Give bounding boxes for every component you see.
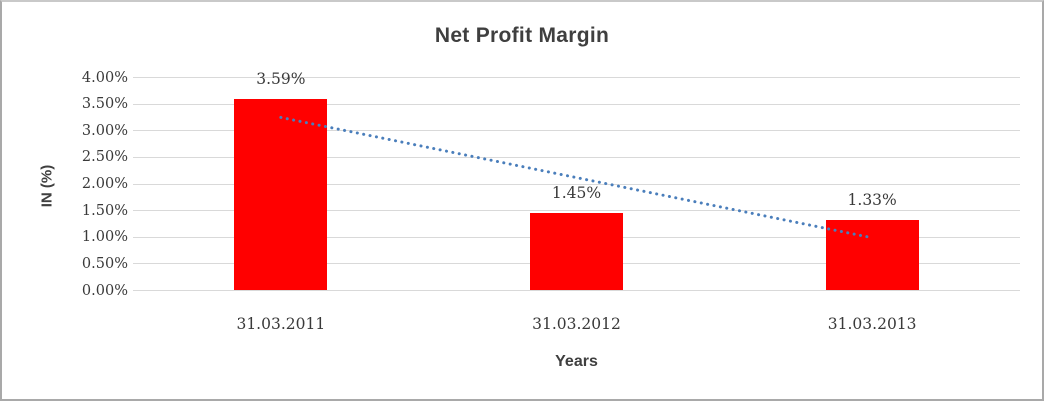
y-tick-label: 0.50% — [81, 255, 128, 272]
y-tick-label: 4.00% — [81, 69, 128, 86]
chart-title: Net Profit Margin — [434, 24, 610, 47]
x-tick-label: 31.03.2013 — [827, 315, 917, 333]
bar-31.03.2011 — [234, 99, 328, 291]
y-tick-label: 3.50% — [81, 96, 128, 113]
y-tick-label: 2.00% — [81, 176, 128, 192]
gridline — [133, 77, 1020, 78]
data-label: 1.45% — [551, 184, 602, 203]
bar-31.03.2013 — [825, 219, 919, 291]
y-tick-label: 1.50% — [81, 202, 128, 219]
gridline — [133, 290, 1020, 291]
y-tick-label: 2.50% — [81, 149, 128, 166]
y-tick-label: 0.00% — [81, 282, 128, 299]
data-label: 1.33% — [847, 190, 897, 209]
y-tick-label: 1.00% — [81, 229, 128, 246]
x-tick-label: 31.03.2012 — [532, 315, 621, 333]
y-tick-label: 3.00% — [81, 122, 128, 139]
x-tick-label: 31.03.2011 — [236, 315, 326, 333]
gridline — [133, 103, 1020, 105]
data-label: 3.59% — [256, 70, 306, 89]
x-axis-title: Years — [555, 353, 598, 370]
bar-31.03.2012 — [530, 213, 623, 291]
